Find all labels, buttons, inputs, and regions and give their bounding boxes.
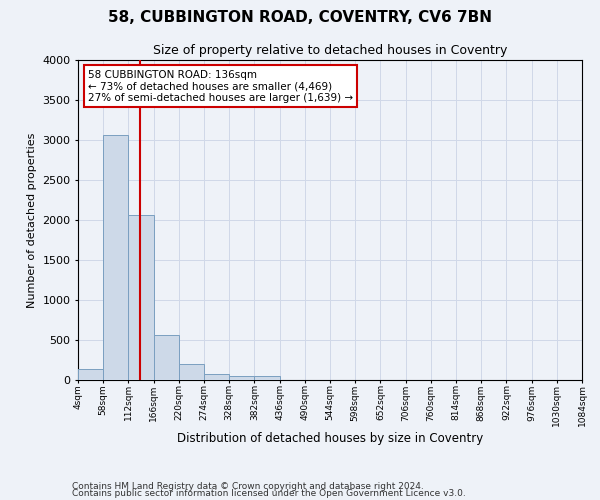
Bar bbox=[103, 135, 128, 380]
Bar bbox=[204, 374, 229, 380]
Text: Contains HM Land Registry data © Crown copyright and database right 2024.: Contains HM Land Registry data © Crown c… bbox=[72, 482, 424, 491]
Bar bbox=[254, 376, 280, 380]
Text: 58, CUBBINGTON ROAD, COVENTRY, CV6 7BN: 58, CUBBINGTON ROAD, COVENTRY, CV6 7BN bbox=[108, 10, 492, 25]
Bar bbox=[128, 215, 154, 380]
Text: 58 CUBBINGTON ROAD: 136sqm
← 73% of detached houses are smaller (4,469)
27% of s: 58 CUBBINGTON ROAD: 136sqm ← 73% of deta… bbox=[88, 70, 353, 103]
Text: Contains public sector information licensed under the Open Government Licence v3: Contains public sector information licen… bbox=[72, 489, 466, 498]
Y-axis label: Number of detached properties: Number of detached properties bbox=[26, 132, 37, 308]
Bar bbox=[229, 376, 254, 380]
Bar bbox=[179, 364, 204, 380]
X-axis label: Distribution of detached houses by size in Coventry: Distribution of detached houses by size … bbox=[177, 432, 483, 445]
Title: Size of property relative to detached houses in Coventry: Size of property relative to detached ho… bbox=[153, 44, 507, 58]
Bar bbox=[78, 369, 103, 380]
Bar bbox=[154, 335, 179, 380]
